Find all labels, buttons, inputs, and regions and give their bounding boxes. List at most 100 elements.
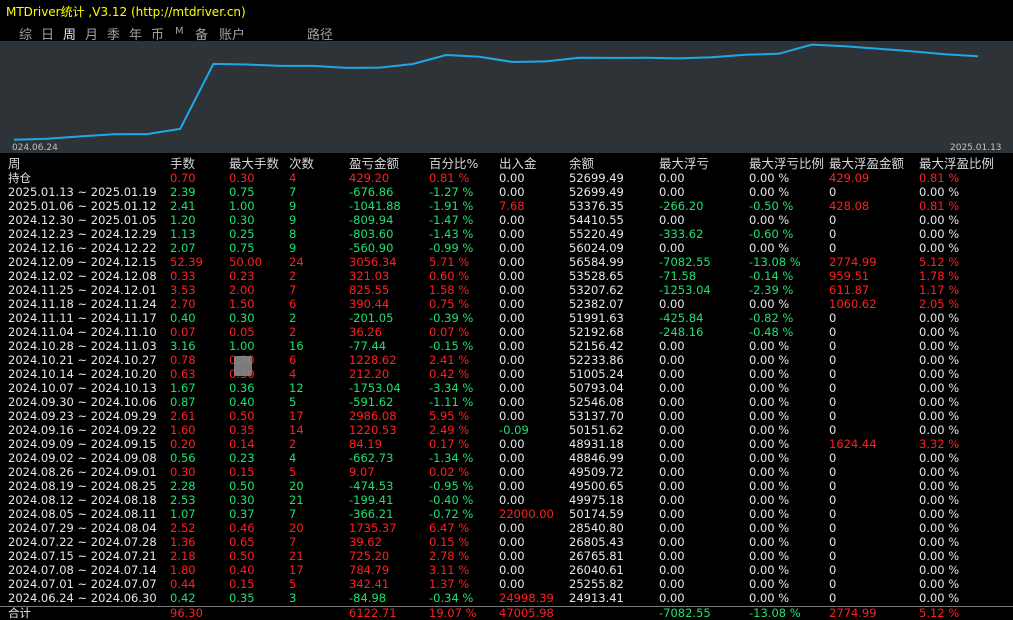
- tab-year[interactable]: 年: [129, 28, 143, 43]
- cell-week: 2024.09.23 ~ 2024.09.29: [8, 409, 157, 423]
- table-row[interactable]: 2024.06.24 ~ 2024.06.30 0.42 0.35 3 -84.98 -0…: [0, 591, 1013, 605]
- table-row[interactable]: 2024.07.29 ~ 2024.08.04 2.52 0.46 20 1735.37…: [0, 521, 1013, 535]
- cell-lots: 96.30: [170, 606, 203, 620]
- table-row[interactable]: 2024.11.04 ~ 2024.11.10 0.07 0.05 2 36.26 0.0…: [0, 325, 1013, 339]
- cell-max-float-profit-ratio: 0.00 %: [919, 409, 960, 423]
- cell-max-float-profit: 0: [829, 227, 837, 241]
- table-row[interactable]: 2024.12.16 ~ 2024.12.22 2.07 0.75 9 -560.90 -…: [0, 241, 1013, 255]
- cell-deposit: 0.00: [499, 311, 525, 325]
- cell-max-lots: 0.23: [229, 269, 255, 283]
- table-row[interactable]: 2025.01.06 ~ 2025.01.12 2.41 1.00 9 -1041.88…: [0, 199, 1013, 213]
- table-row[interactable]: 2024.11.11 ~ 2024.11.17 0.40 0.30 2 -201.05 -…: [0, 311, 1013, 325]
- cell-max-lots: 0.35: [229, 591, 255, 605]
- cell-percent: 0.02 %: [429, 465, 470, 479]
- cell-percent: 6.47 %: [429, 521, 470, 535]
- table-row[interactable]: 2024.12.09 ~ 2024.12.15 52.39 50.00 24 3056.…: [0, 255, 1013, 269]
- cell-lots: 0.33: [170, 269, 196, 283]
- cell-max-lots: 0.05: [229, 325, 255, 339]
- table-row[interactable]: 2024.08.12 ~ 2024.08.18 2.53 0.30 21 -199.41…: [0, 493, 1013, 507]
- chart-x-start-label: 024.06.24: [12, 143, 58, 153]
- cell-percent: 0.17 %: [429, 437, 470, 451]
- table-row[interactable]: 2024.07.22 ~ 2024.07.28 1.36 0.65 7 39.62 0.1…: [0, 535, 1013, 549]
- cell-max-float-profit-ratio: 0.00 %: [919, 311, 960, 325]
- position-row[interactable]: 持仓 0.70 0.30 4 429.20 0.81 % 0.00 52699.49 0.00 0…: [0, 171, 1013, 185]
- cell-percent: -0.34 %: [429, 591, 474, 605]
- tab-path[interactable]: 路径: [307, 28, 334, 43]
- table-row[interactable]: 2024.07.15 ~ 2024.07.21 2.18 0.50 21 725.20 2…: [0, 549, 1013, 563]
- cell-count: 3: [289, 591, 297, 605]
- cell-percent: -1.27 %: [429, 185, 474, 199]
- cell-max-float-loss-ratio: 0.00 %: [749, 577, 790, 591]
- cell-week: 2025.01.13 ~ 2025.01.19: [8, 185, 157, 199]
- total-row: 合计 96.30 6122.71 19.07 % 47005.98 -7082.55 -13…: [0, 606, 1013, 620]
- table-row[interactable]: 2024.10.07 ~ 2024.10.13 1.67 0.36 12 -1753.0…: [0, 381, 1013, 395]
- table-row[interactable]: 2024.08.05 ~ 2024.08.11 1.07 0.37 7 -366.21 -…: [0, 507, 1013, 521]
- cell-max-float-loss-ratio: 0.00 %: [749, 185, 790, 199]
- cell-count: 2: [289, 311, 297, 325]
- tab-note[interactable]: 备: [195, 28, 209, 43]
- table-row[interactable]: 2024.10.21 ~ 2024.10.270.780.3061228.622…: [0, 353, 1013, 367]
- cell-balance: 52233.86: [569, 353, 624, 367]
- cell-week: 2024.10.28 ~ 2024.11.03: [8, 339, 157, 353]
- cell-pnl: 2986.08: [349, 409, 397, 423]
- cell-week: 2024.07.22 ~ 2024.07.28: [8, 535, 157, 549]
- cell-lots: 1.07: [170, 507, 196, 521]
- table-row[interactable]: 2024.09.02 ~ 2024.09.08 0.56 0.23 4 -662.73 -…: [0, 451, 1013, 465]
- tab-account[interactable]: 账户: [219, 28, 246, 43]
- table-header-row: 周 手数 最大手数 次数 盈亏金额 百分比% 出入金 余额 最大浮亏 最大浮亏比例 最大浮盈金额 最大…: [0, 157, 1013, 171]
- table-row[interactable]: 2024.08.19 ~ 2024.08.25 2.28 0.50 20 -474.53…: [0, 479, 1013, 493]
- table-row[interactable]: 2024.10.28 ~ 2024.11.03 3.16 1.00 16 -77.44 -…: [0, 339, 1013, 353]
- tab-m[interactable]: M: [175, 26, 184, 37]
- table-row[interactable]: 2024.09.09 ~ 2024.09.15 0.20 0.14 2 84.19 0.1…: [0, 437, 1013, 451]
- cell-percent: 0.15 %: [429, 535, 470, 549]
- tab-currency[interactable]: 币: [151, 28, 165, 43]
- cell-pnl: -560.90: [349, 241, 394, 255]
- cell-max-float-loss: 0.00: [659, 353, 685, 367]
- cell-deposit: 0.00: [499, 535, 525, 549]
- table-row[interactable]: 2024.09.16 ~ 2024.09.22 1.60 0.35 14 1220.53…: [0, 423, 1013, 437]
- cell-balance: 52382.07: [569, 297, 624, 311]
- table-row[interactable]: 2024.12.23 ~ 2024.12.29 1.13 0.25 8 -803.60 -…: [0, 227, 1013, 241]
- table-row[interactable]: 2025.01.13 ~ 2025.01.19 2.39 0.75 7 -676.86 -…: [0, 185, 1013, 199]
- table-row[interactable]: 2024.12.02 ~ 2024.12.08 0.33 0.23 2 321.03 0.…: [0, 269, 1013, 283]
- tab-quarter[interactable]: 季: [107, 28, 121, 43]
- table-row[interactable]: 2024.11.25 ~ 2024.12.01 3.53 2.00 7 825.55 1.…: [0, 283, 1013, 297]
- tab-day[interactable]: 日: [41, 28, 55, 43]
- cell-max-lots: 0.75: [229, 185, 255, 199]
- cell-max-float-profit: 0: [829, 353, 837, 367]
- cell-count: 6: [289, 297, 297, 311]
- table-row[interactable]: 2024.08.26 ~ 2024.09.01 0.30 0.15 5 9.07 0.02…: [0, 465, 1013, 479]
- cell-max-float-profit: 0: [829, 465, 837, 479]
- table-row[interactable]: 2024.10.14 ~ 2024.10.200.630.304212.200.…: [0, 367, 1013, 381]
- cell-count: 4: [289, 171, 297, 185]
- table-row[interactable]: 2024.09.23 ~ 2024.09.29 2.61 0.50 17 2986.08…: [0, 409, 1013, 423]
- cell-max-float-loss: 0.00: [659, 423, 685, 437]
- cell-pnl: 39.62: [349, 535, 382, 549]
- table-row[interactable]: 2024.12.30 ~ 2025.01.05 1.20 0.30 9 -809.94 -…: [0, 213, 1013, 227]
- table-row[interactable]: 2024.07.08 ~ 2024.07.14 1.80 0.40 17 784.79 3…: [0, 563, 1013, 577]
- cell-max-float-loss-ratio: 0.00 %: [749, 437, 790, 451]
- cell-pnl: 1735.37: [349, 521, 397, 535]
- cell-deposit: 出入金: [499, 156, 537, 171]
- cell-balance: 50793.04: [569, 381, 624, 395]
- cell-max-float-loss: 0.00: [659, 479, 685, 493]
- cell-max-lots: 0.40: [229, 395, 255, 409]
- cell-max-float-profit-ratio: 0.00 %: [919, 479, 960, 493]
- window-title: MTDriver统计 ,V3.12 (http://mtdriver.cn): [6, 5, 246, 19]
- tab-summary[interactable]: 综: [19, 28, 33, 43]
- cell-deposit: 0.00: [499, 577, 525, 591]
- cell-max-float-profit: 428.08: [829, 199, 870, 213]
- tab-week[interactable]: 周: [63, 28, 77, 43]
- cell-max-float-loss-ratio: -0.82 %: [749, 311, 794, 325]
- table-row[interactable]: 2024.09.30 ~ 2024.10.06 0.87 0.40 5 -591.62 -…: [0, 395, 1013, 409]
- cell-deposit: 0.00: [499, 269, 525, 283]
- tab-month[interactable]: 月: [85, 28, 99, 43]
- cell-pnl: -201.05: [349, 311, 394, 325]
- cell-max-float-profit: 0: [829, 311, 837, 325]
- cell-max-float-profit: 0: [829, 521, 837, 535]
- scroll-handle[interactable]: [234, 356, 252, 376]
- cell-deposit: 0.00: [499, 367, 525, 381]
- table-row[interactable]: 2024.11.18 ~ 2024.11.24 2.70 1.50 6 390.44 0.…: [0, 297, 1013, 311]
- cell-max-float-profit-ratio: 0.81 %: [919, 199, 960, 213]
- table-row[interactable]: 2024.07.01 ~ 2024.07.07 0.44 0.15 5 342.41 1.…: [0, 577, 1013, 591]
